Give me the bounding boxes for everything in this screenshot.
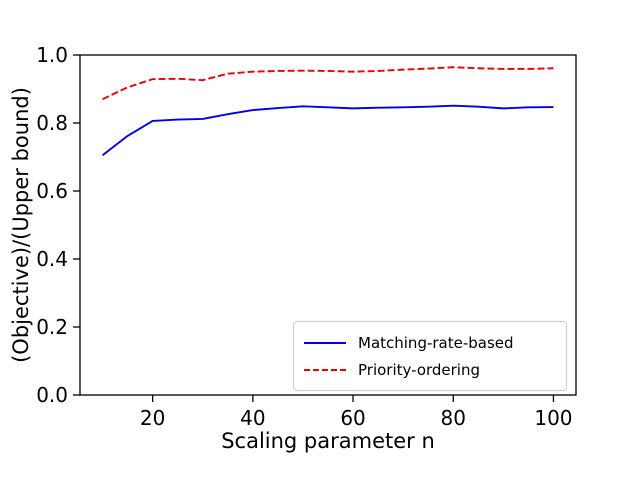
- series-line-matching-rate-based: [101, 104, 554, 157]
- legend-item-priority-ordering: Priority-ordering: [304, 361, 556, 379]
- legend-label: Matching-rate-based: [358, 333, 514, 352]
- x-tick-label: 40: [240, 406, 265, 430]
- y-axis-ticks: 0.0 0.2 0.4 0.6 0.8 1.0: [36, 43, 80, 407]
- x-axis-label: Scaling parameter n: [221, 429, 435, 453]
- x-axis-ticks: 20 40 60 80 100: [140, 395, 573, 430]
- x-tick-label: 80: [441, 406, 466, 430]
- plot-frame: [79, 54, 577, 396]
- x-tick-label: 100: [534, 406, 572, 430]
- y-tick-label: 0.4: [36, 247, 68, 271]
- series-line-priority-ordering: [102, 66, 554, 101]
- legend: Matching-rate-based Priority-ordering: [293, 321, 567, 391]
- y-tick-label: 0.8: [36, 111, 68, 135]
- x-tick-label: 20: [140, 406, 165, 430]
- legend-item-matching-rate-based: Matching-rate-based: [304, 334, 556, 352]
- legend-line-sample-dashed: [304, 368, 346, 371]
- legend-line-sample-solid: [304, 341, 346, 344]
- y-axis-label: (Objective)/(Upper bound): [9, 87, 33, 363]
- legend-label: Priority-ordering: [358, 360, 481, 379]
- y-tick-label: 0.2: [36, 315, 68, 339]
- y-tick-label: 0.6: [36, 179, 68, 203]
- y-tick-label: 1.0: [36, 43, 68, 67]
- data-series-group: [101, 66, 554, 157]
- x-tick-label: 60: [340, 406, 365, 430]
- y-tick-label: 0.0: [36, 383, 68, 407]
